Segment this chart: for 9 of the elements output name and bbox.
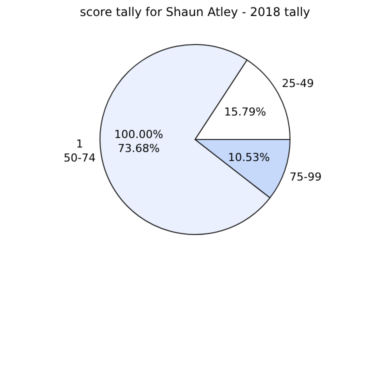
- data-label: 73.68%: [118, 142, 160, 155]
- slice-label: 25-49: [282, 76, 314, 90]
- text: 1: [76, 138, 84, 151]
- slice-label: 50-74: [64, 152, 96, 165]
- slice-label: 75-99: [290, 170, 322, 184]
- text: 100.00%: [114, 128, 164, 141]
- chart-title: score tally for Shaun Atley - 2018 tally: [80, 5, 310, 19]
- data-label: 10.53%: [228, 151, 270, 164]
- data-label: 15.79%: [224, 105, 266, 118]
